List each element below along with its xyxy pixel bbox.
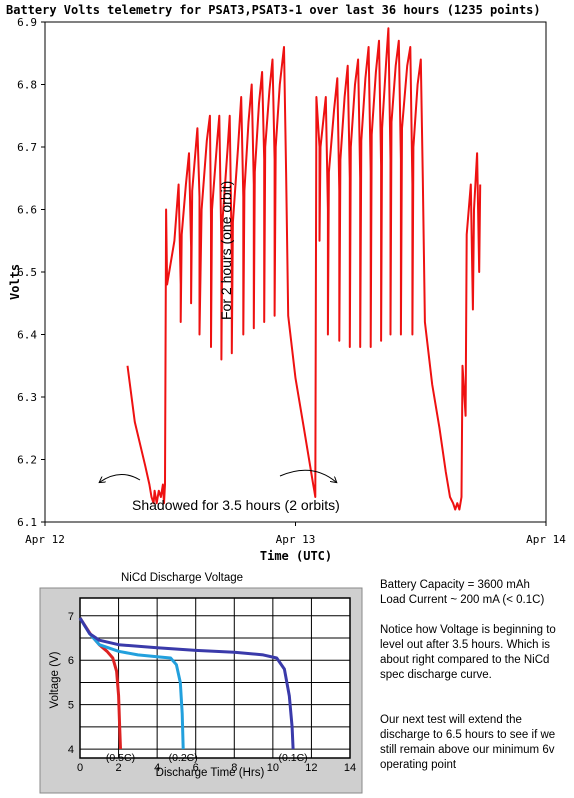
- battery-volts-chart: 6.1 6.2 6.3 6.4 6.5 6.6 6.7 6.8 6.9 Apr 12 Apr 13…: [8, 16, 566, 563]
- orbit-annotation: For 2 hours (one orbit): [218, 181, 234, 320]
- nicd-plot-area: [79, 597, 351, 759]
- nicd-y-tick-label: 7: [68, 611, 74, 623]
- x-tick-label: Apr 13: [276, 533, 316, 546]
- notice-paragraph: Notice how Voltage is beginning to level…: [380, 624, 556, 681]
- nicd-x-tick-label: 10: [267, 762, 279, 774]
- y-tick-label: 6.3: [17, 391, 37, 404]
- shadow-arrow-left: [100, 474, 141, 482]
- x-tick-label: Apr 12: [25, 533, 65, 546]
- nicd-x-tick-label: 6: [193, 762, 199, 774]
- shadow-arrow-right: [279, 469, 336, 482]
- nicd-series-line: [78, 617, 295, 750]
- shadow-annotation: Shadowed for 3.5 hours (2 orbits): [132, 497, 340, 513]
- nicd-x-axis-label: Discharge Time (Hrs): [156, 767, 265, 779]
- nicd-series-label: (0.5C): [106, 752, 135, 764]
- nicd-x-tick-label: 12: [305, 762, 317, 774]
- y-tick-label: 6.8: [17, 79, 37, 92]
- nicd-series-line: [78, 617, 185, 750]
- nicd-axes: 0 2 4 6 8 10 12 14 4 5 6 7: [68, 611, 356, 774]
- nicd-x-tick-label: 14: [344, 762, 356, 774]
- nicd-discharge-chart: NiCd Discharge Voltage 0 2 4 6 8 10 12 14 4 5 6 7 (…: [39, 572, 363, 794]
- battery-voltage-series: [126, 27, 482, 511]
- y-tick-label: 6.7: [17, 141, 37, 154]
- nicd-series-label: (0.1C): [279, 752, 308, 764]
- next-test-paragraph: Our next test will extend the discharge …: [380, 714, 556, 771]
- nicd-x-tick-label: 8: [231, 762, 237, 774]
- y-axis: 6.1 6.2 6.3 6.4 6.5 6.6 6.7 6.8 6.9: [17, 16, 45, 529]
- plot-frame: [44, 21, 547, 523]
- x-tick-label: Apr 14: [526, 533, 566, 546]
- nicd-x-tick-label: 2: [116, 762, 122, 774]
- nicd-y-tick-label: 6: [68, 655, 74, 667]
- x-axis-label: Time (UTC): [260, 549, 332, 563]
- capacity-note: Battery Capacity = 3600 mAh: [380, 579, 530, 591]
- y-tick-label: 6.2: [17, 454, 37, 467]
- y-tick-label: 6.6: [17, 204, 37, 217]
- y-tick-label: 6.4: [17, 329, 37, 342]
- x-axis: Apr 12 Apr 13 Apr 14: [25, 522, 566, 546]
- nicd-series-label: (0.2C): [169, 752, 198, 764]
- nicd-chart-title: NiCd Discharge Voltage: [121, 572, 243, 584]
- y-tick-label: 6.1: [17, 516, 37, 529]
- nicd-x-tick-label: 0: [77, 762, 83, 774]
- nicd-y-axis-label: Voltage (V): [49, 651, 61, 708]
- y-axis-label: Volts: [8, 264, 22, 300]
- load-note: Load Current ~ 200 mA (< 0.1C): [380, 594, 545, 606]
- chart-title: Battery Volts telemetry for PSAT3,PSAT3-…: [6, 3, 541, 17]
- y-tick-label: 6.5: [17, 266, 37, 279]
- nicd-series: (0.5C) (0.2C) (0.1C): [78, 617, 308, 764]
- y-tick-label: 6.9: [17, 16, 37, 29]
- nicd-x-tick-label: 4: [154, 762, 160, 774]
- notes-panel: Battery Capacity = 3600 mAh Load Current…: [380, 578, 568, 773]
- nicd-y-tick-label: 5: [68, 700, 74, 712]
- nicd-y-tick-label: 4: [68, 744, 74, 756]
